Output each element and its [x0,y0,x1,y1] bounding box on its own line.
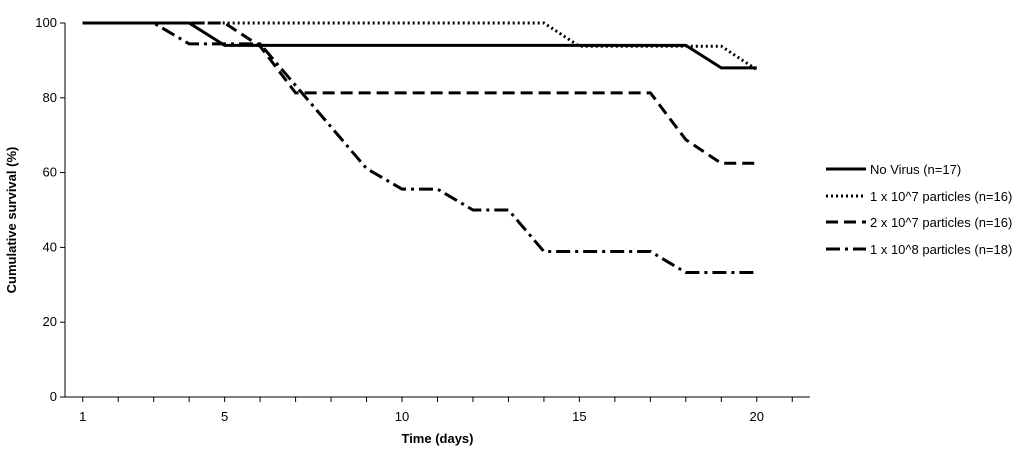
x-tick-label: 15 [572,409,586,424]
x-tick-label: 10 [395,409,409,424]
series-line-3 [82,21,757,165]
x-tick-label: 20 [750,409,764,424]
legend-label-4: 1 x 10^8 particles (n=18) [870,242,1012,257]
y-tick-label: 0 [50,389,57,404]
y-tick-label: 60 [43,165,57,180]
legend-label-3: 2 x 10^7 particles (n=16) [870,215,1012,230]
x-axis-title: Time (days) [401,431,473,446]
series-line-4 [82,21,757,274]
legend-label-1: No Virus (n=17) [870,162,961,177]
y-tick-label: 100 [35,15,57,30]
series-layer [82,21,758,274]
y-axis-title: Cumulative survival (%) [4,147,19,294]
y-tick-label: 80 [43,90,57,105]
x-tick-label: 1 [79,409,86,424]
y-tick-label: 20 [43,314,57,329]
legend-label-2: 1 x 10^7 particles (n=16) [870,189,1012,204]
y-tick-label: 40 [43,239,57,254]
x-tick-label: 5 [221,409,228,424]
series-line-1 [82,21,757,70]
legend: No Virus (n=17) 1 x 10^7 particles (n=16)… [826,162,1012,257]
